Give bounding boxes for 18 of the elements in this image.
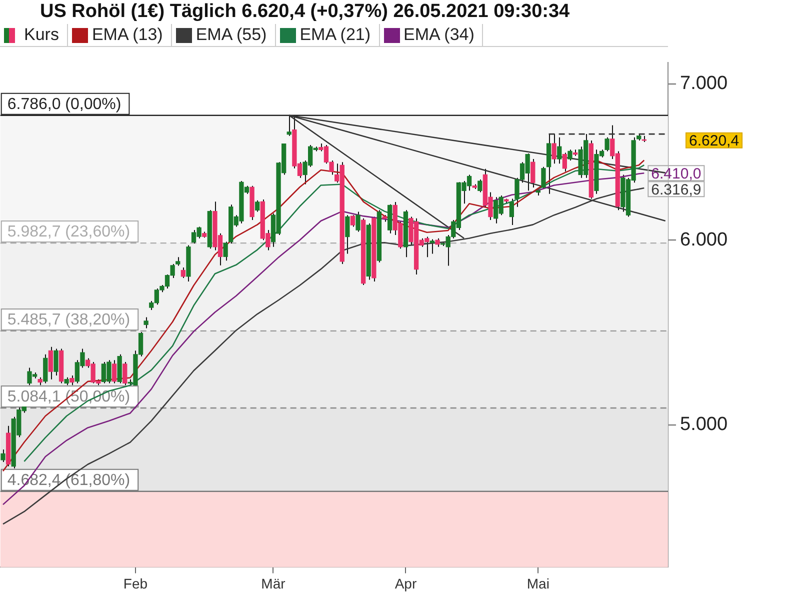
x-tick-label: Apr: [394, 575, 417, 592]
x-tick-label: Mär: [261, 575, 286, 592]
text: 6.620,4: [689, 132, 740, 150]
y-tick-label: 6.000: [680, 229, 728, 250]
chart-title: US Rohöl (1€) Täglich 6.620,4 (+0,37%) 26.05.2021 09:30:34: [39, 0, 571, 24]
data-label: 6.410,0: [651, 165, 702, 182]
ref-line-label: 5.485,7 (38,20%): [7, 311, 130, 328]
y-tick-label: 7.000: [680, 73, 728, 94]
x-tick-label: Feb: [123, 575, 148, 592]
ref-line-label: 5.982,7 (23,60%): [7, 223, 130, 240]
legend-label: EMA (55): [196, 25, 267, 45]
legend-label: EMA (13): [92, 25, 163, 45]
ref-line-label: 6.786,0 (0,00%): [7, 96, 122, 113]
x-tick-label: Mai: [526, 575, 550, 592]
legend-label: Kurs: [24, 25, 59, 45]
y-tick-label: 5.000: [680, 414, 728, 436]
legend-label: EMA (34): [404, 25, 474, 45]
legend-label: EMA (21): [300, 25, 371, 45]
